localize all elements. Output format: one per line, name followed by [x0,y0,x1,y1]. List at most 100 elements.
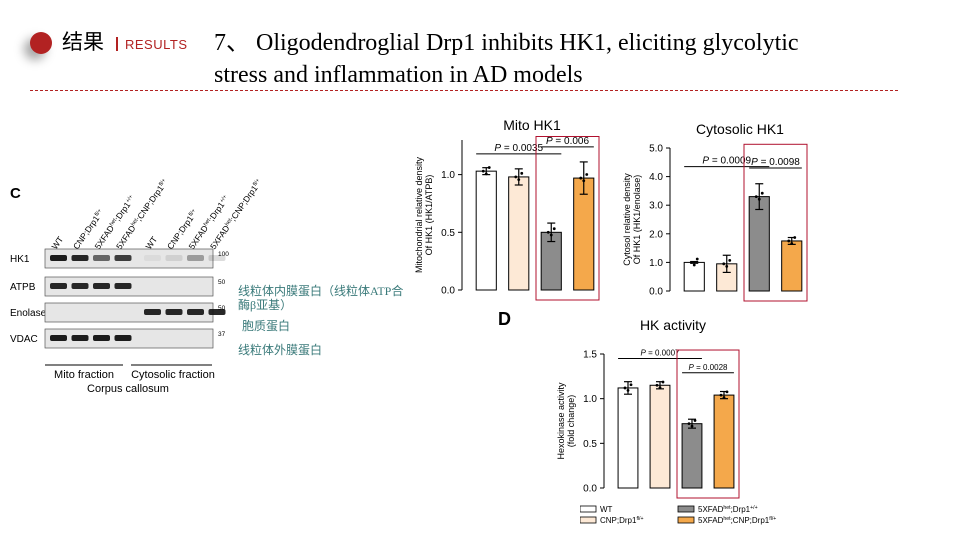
hk1-note: 线粒体内膜蛋白（线粒体ATP合 [238,284,404,298]
y-axis-label: Cytosol relative density [622,173,632,266]
y-tick-label: 5.0 [649,144,663,155]
blot-rows: HK1 100 ATPB 50 Enolase 50 VDAC 37 [10,248,229,349]
data-point [760,191,764,195]
legend-swatch [677,516,695,524]
y-axis-label: Mitochondrial relative density [414,156,424,273]
hk-activity-chart: HK activity Hexokinase activity (fold chan… [556,317,740,499]
header-accent-dot [30,32,52,54]
blot-band [165,309,183,315]
blot-band [93,283,110,289]
bar [617,387,639,489]
p-value-label: P = 0.006 [546,136,590,147]
blot-band [187,309,204,315]
blot-band [71,335,89,341]
y-tick-label: 0.0 [649,287,663,298]
chart-legend: WT 5XFADhet;Drp1+/+ CNP;Drp1fl/+ 5XFADhet;C… [580,505,776,525]
blot-row: VDAC 37 [10,328,226,349]
section-label-cn: 结果 [62,31,104,54]
blot-band [50,283,67,289]
data-point [517,178,521,182]
blot-band [93,255,110,261]
data-point [754,195,758,199]
hk1-note-line2: 酶β亚基） [238,298,293,312]
data-point [549,233,553,237]
data-point [722,396,726,399]
data-point [728,258,732,262]
data-point [719,393,723,397]
western-blot-panel: C WT CNP;Drp1fl/+5XFADhet;Drp1+/+5XFADhet… [10,178,261,395]
y-axis-label-line2: Of HK1 (HK1/enolase) [632,175,642,265]
section-label-divider [116,37,118,51]
blot-band [50,335,67,341]
data-point [690,424,694,428]
y-tick-label: 0.0 [583,484,597,495]
data-point [484,172,488,176]
bar [649,384,671,489]
blot-band [187,255,204,261]
data-point [552,227,556,231]
data-point [585,173,589,176]
chart-title: HK activity [640,317,706,333]
data-point [693,419,697,422]
legend-label: 5XFADhet;Drp1+/+ [698,505,758,514]
molecular-weight-label: 100 [218,251,229,258]
bar [508,176,530,291]
slide-title-line1: 7、 Oligodendroglial Drp1 inhibits HK1, e… [214,30,799,56]
vdac-note: 线粒体外膜蛋白 [238,343,323,357]
bar [475,170,497,291]
panel-c-label: C [10,185,21,202]
slide-title-line2: stress and inflammation in AD models [214,62,583,88]
blot-row: HK1 100 [10,248,229,269]
data-point [793,236,797,239]
y-tick-label: 1.5 [583,350,597,361]
y-tick-label: 3.0 [649,201,663,212]
data-point [695,257,699,261]
legend-label: WT [600,505,613,514]
blot-band [165,255,183,261]
data-point [582,179,586,183]
mito-hk1-chart: Mito HK1 Mitochondrial relative density Of… [414,117,600,301]
bar [781,240,803,292]
blot-band [114,283,132,289]
y-tick-label: 4.0 [649,172,663,183]
data-point [629,383,633,387]
p-value-label: P = 0.0035 [494,143,543,154]
legend-swatch [580,505,597,513]
data-point [579,176,583,180]
y-axis-label-line2: (fold change) [566,395,576,448]
mito-fraction-label: Mito fraction [54,369,114,381]
y-axis-label-line2: Of HK1 (HK1/ATPB) [424,175,434,256]
data-point [722,262,726,266]
highlight-box [535,136,600,301]
legend-label: CNP;Drp1fl/+ [600,516,644,525]
cytosolic-hk1-chart: Cytosolic HK1 Cytosol relative density Of … [622,121,808,302]
data-point [481,169,485,173]
highlight-box [676,349,740,499]
data-point [790,242,794,245]
p-value-label: P = 0.0098 [751,157,800,168]
data-point [658,386,662,390]
data-point [725,390,729,394]
data-point [687,422,691,426]
data-point [661,380,665,384]
data-point [520,171,524,175]
molecular-weight-label: 50 [218,305,226,312]
blot-band [114,255,132,261]
bar [683,261,705,292]
blot-row: ATPB 50 [10,276,226,297]
section-label-en: RESULTS [125,37,188,52]
bar [681,423,703,489]
panel-d-label: D [498,309,511,329]
y-tick-label: 0.5 [583,439,597,450]
blot-band [144,309,161,315]
blot-band [71,255,89,261]
p-value-label: P = 0.0028 [689,363,728,372]
data-point [626,388,630,392]
data-point [689,261,693,264]
data-point [514,175,518,179]
legend-label: 5XFADhet;CNP;Drp1fl/+ [698,516,776,525]
p-value-label: P = 0.0007 [641,348,680,357]
blot-protein-label: ATPB [10,282,36,293]
blot-band [208,309,226,315]
blot-band [144,255,161,261]
